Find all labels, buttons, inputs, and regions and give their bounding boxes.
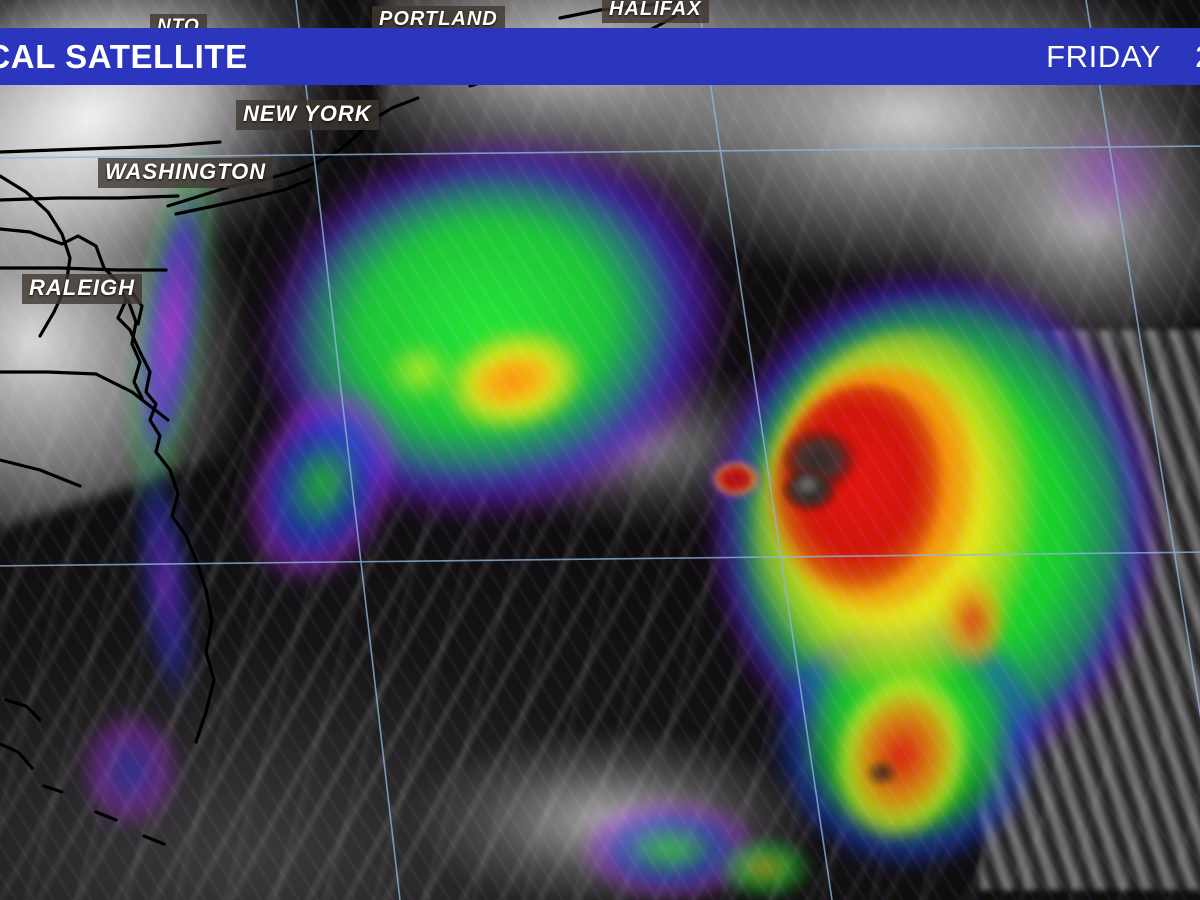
banner-time-label: 2:0	[1195, 39, 1200, 75]
isolated-convective-cell	[708, 458, 764, 500]
hurricane-rainband-top	[862, 756, 902, 790]
hurricane-eye	[790, 470, 824, 500]
latitude-line-lower	[0, 551, 1200, 567]
border-mid-atlantic	[0, 194, 180, 202]
border-northeast	[0, 140, 222, 154]
border-va-nc	[0, 266, 168, 272]
border-nc-sc	[0, 370, 170, 422]
scattered-convection-west	[40, 680, 220, 860]
longitude-line-east	[1085, 0, 1200, 718]
banner-day-label: FRIDAY	[1046, 38, 1162, 74]
scattered-convection-south-2	[700, 828, 830, 900]
longitude-line-center	[697, 0, 833, 900]
coastline-chesapeake	[126, 298, 144, 400]
latitude-line-upper	[0, 145, 1200, 159]
border-appalachian	[0, 174, 72, 338]
island-group	[0, 698, 166, 846]
coastline-atlantic	[0, 227, 216, 744]
header-banner: PICAL SATELLITE FRIDAY 2:0	[0, 28, 1200, 85]
border-southern	[0, 458, 82, 488]
city-label-halifax: HALIFAX	[602, 0, 709, 24]
longitude-line-west	[295, 0, 401, 900]
banner-title: PICAL SATELLITE	[0, 37, 248, 75]
banner-timestamp: FRIDAY 2:0	[1046, 39, 1200, 75]
city-label-raleigh: RALEIGH	[22, 274, 142, 304]
coastline-long-island	[174, 178, 312, 216]
city-label-washington: WASHINGTON	[98, 158, 274, 188]
city-label-new-york: NEW YORK	[236, 100, 379, 130]
coastline-new-england	[166, 96, 420, 208]
